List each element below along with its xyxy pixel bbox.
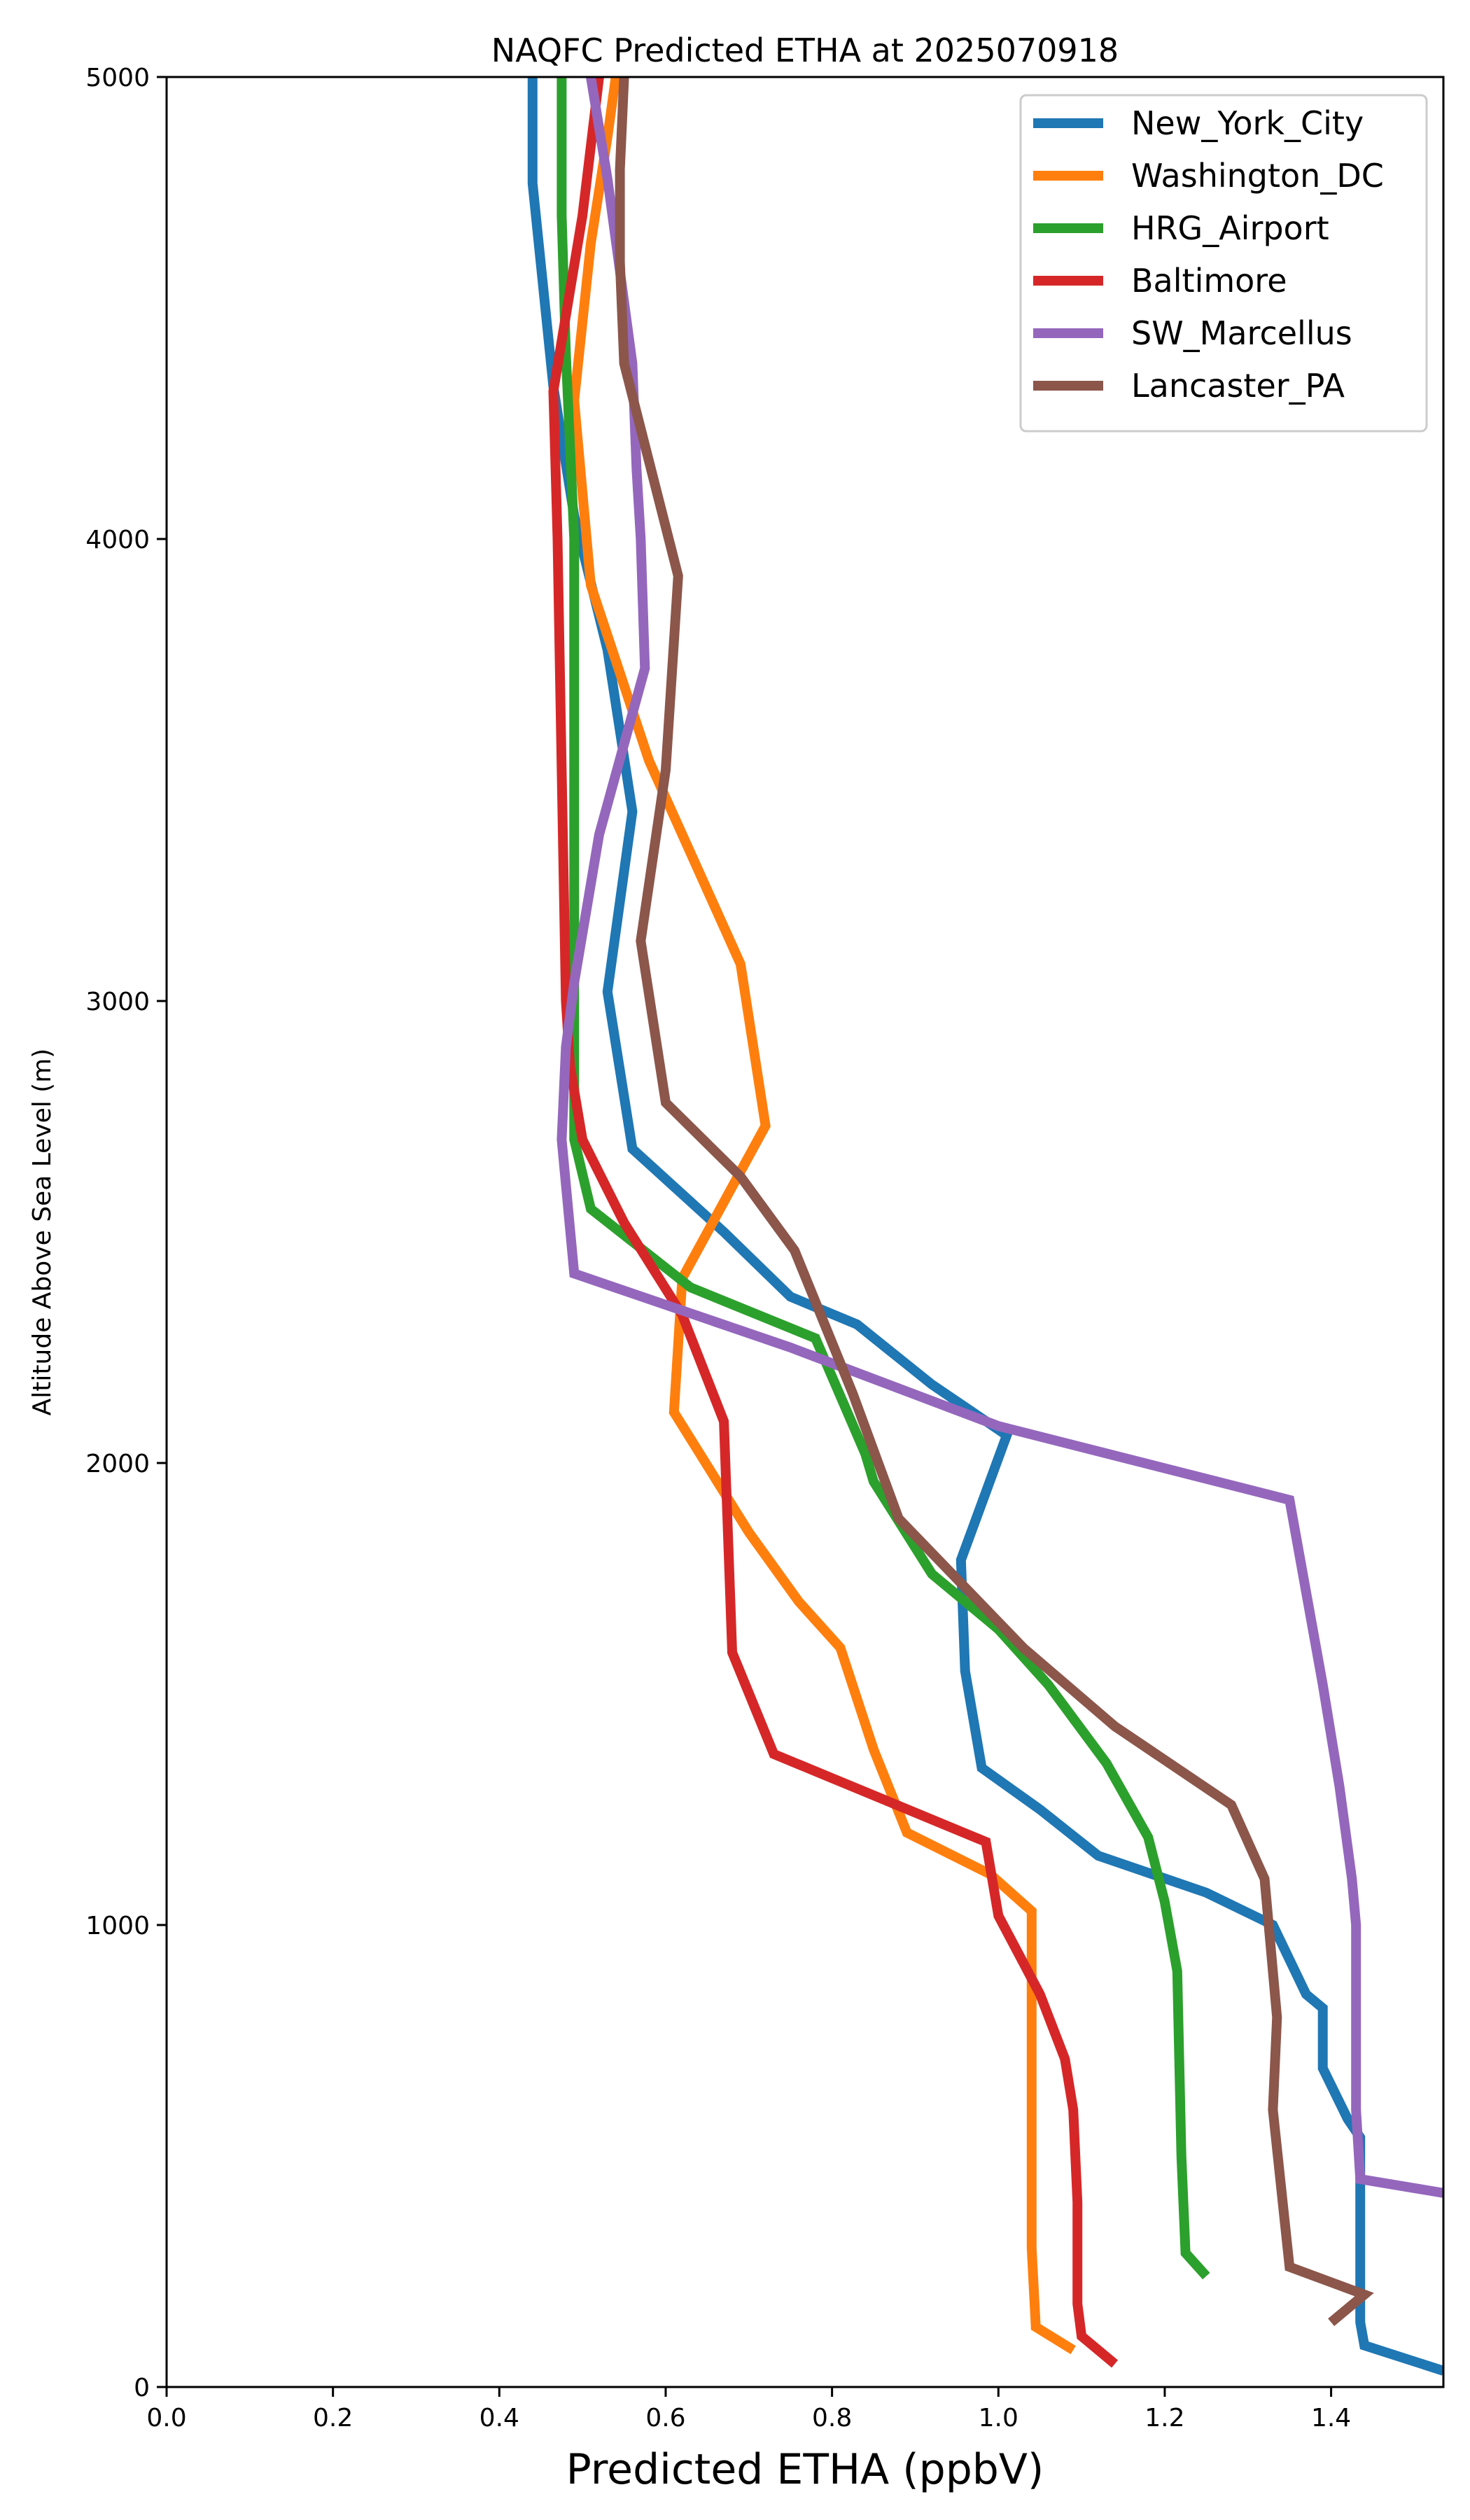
x-tick-label: 0.4 bbox=[479, 2404, 519, 2432]
series-line-hrg-airport bbox=[556, 77, 1210, 2280]
series-line-lancaster-pa bbox=[615, 77, 1374, 2326]
chart-title: NAQFC Predicted ETHA at 2025070918 bbox=[491, 31, 1119, 69]
x-axis-ticks: 0.0 0.2 0.4 0.6 0.8 1.0 1.2 1.4 bbox=[146, 2387, 1351, 2432]
y-tick-label: 4000 bbox=[85, 526, 150, 554]
legend-label: New_York_City bbox=[1131, 104, 1364, 142]
x-tick-label: 0.6 bbox=[645, 2404, 685, 2432]
axes-frame bbox=[165, 76, 1445, 2388]
y-tick-label: 1000 bbox=[85, 1912, 150, 1940]
legend-box bbox=[1019, 94, 1428, 433]
legend-label: Baltimore bbox=[1131, 262, 1287, 300]
y-tick-label: 3000 bbox=[85, 988, 150, 1016]
legend-label: HRG_Airport bbox=[1131, 209, 1329, 247]
legend: New_York_City Washington_DC HRG_Airport Bal… bbox=[1019, 94, 1428, 433]
legend-label: Washington_DC bbox=[1131, 157, 1384, 195]
x-tick-label: 0.8 bbox=[812, 2404, 852, 2432]
legend-label: Lancaster_PA bbox=[1131, 367, 1345, 405]
y-tick-label: 2000 bbox=[85, 1450, 150, 1478]
plot-frame bbox=[165, 76, 1445, 2388]
series-group bbox=[527, 77, 1443, 2376]
series-line-baltimore bbox=[548, 77, 1119, 2368]
y-tick-label: 0 bbox=[134, 2374, 150, 2402]
y-axis-label: Altitude Above Sea Level (m) bbox=[28, 1049, 57, 1416]
x-tick-label: 1.0 bbox=[979, 2404, 1018, 2432]
x-tick-label: 1.2 bbox=[1144, 2404, 1184, 2432]
x-tick-label: 1.4 bbox=[1311, 2404, 1351, 2432]
x-tick-label: 0.0 bbox=[146, 2404, 186, 2432]
y-tick-label: 5000 bbox=[85, 64, 150, 92]
y-axis-ticks: 0 1000 2000 3000 4000 5000 bbox=[85, 64, 167, 2402]
x-tick-label: 0.2 bbox=[313, 2404, 353, 2432]
legend-label: SW_Marcellus bbox=[1131, 314, 1352, 352]
series-line-washington-dc bbox=[569, 77, 1076, 2355]
x-axis-label: Predicted ETHA (ppbV) bbox=[566, 2445, 1044, 2494]
series-line-sw-marcellus bbox=[556, 77, 1443, 2198]
